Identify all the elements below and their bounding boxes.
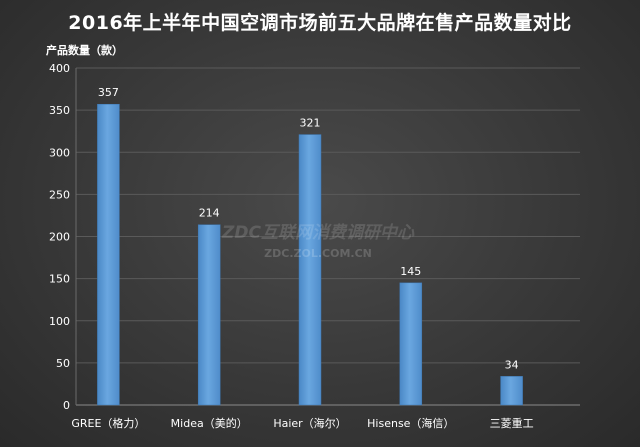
y-axis-label: 产品数量（款） — [46, 44, 123, 57]
x-tick-label: Hisense（海信） — [367, 416, 454, 430]
y-tick-label: 300 — [49, 146, 70, 159]
y-tick-label: 400 — [49, 62, 70, 75]
y-tick-label: 250 — [49, 188, 70, 201]
x-tick-label: GREE（格力） — [71, 416, 145, 430]
bar — [298, 134, 322, 406]
data-label: 321 — [300, 117, 321, 130]
bar — [500, 376, 523, 406]
x-tick-label: Midea（美的） — [171, 416, 248, 430]
data-label: 214 — [199, 207, 220, 220]
y-tick-label: 200 — [49, 231, 70, 244]
x-tick-label: 三菱重工 — [490, 416, 534, 430]
x-tick-label: Haier（海尔） — [273, 416, 346, 430]
data-label: 34 — [505, 358, 519, 371]
y-tick-label: 0 — [63, 399, 70, 412]
data-label: 357 — [98, 86, 119, 99]
data-label: 145 — [400, 265, 421, 278]
bar — [97, 103, 120, 406]
watermark-title: ZDC互联网消费调研中心 — [222, 223, 414, 243]
watermark-url: ZDC.ZOL.COM.CN — [264, 247, 372, 260]
y-tick-label: 50 — [56, 357, 70, 370]
y-tick-label: 150 — [49, 273, 70, 286]
y-tick-label: 100 — [49, 315, 70, 328]
bar — [197, 224, 221, 406]
bar — [399, 282, 423, 406]
chart-title: 2016年上半年中国空调市场前五大品牌在售产品数量对比 — [68, 12, 572, 34]
y-tick-label: 350 — [49, 104, 70, 117]
